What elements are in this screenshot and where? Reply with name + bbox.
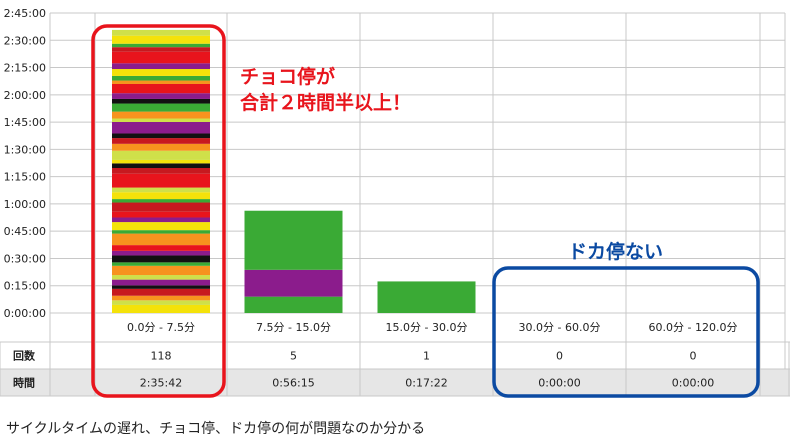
- table-row-shade: [0, 369, 790, 396]
- bar-segment: [112, 250, 210, 256]
- bar-segment: [112, 295, 210, 301]
- bar-segment: [112, 143, 210, 151]
- y-tick-label: 2:15:00: [4, 62, 46, 75]
- summary-table: 回数 118 5 1 0 0 時間 2:35:42 0:56:15 0:17:22 0:00:00 0…: [0, 341, 790, 397]
- cycle-time-chart: 0:00:00 0:15:00 0:30:00 0:45:00 1:00:00 1:15:…: [0, 7, 790, 398]
- bar-segment: [112, 47, 210, 52]
- bar-segment: [112, 163, 210, 169]
- bar-segment: [112, 211, 210, 218]
- bar-segment: [112, 35, 210, 44]
- bar-segment: [112, 51, 210, 64]
- y-tick-label: 0:00:00: [4, 307, 46, 320]
- bar-segment: [112, 43, 210, 48]
- annotation-blue: ドカ停ない: [568, 240, 663, 263]
- x-axis: 0.0分 - 7.5分 7.5分 - 15.0分 15.0分 - 30.0分 30.0…: [127, 321, 737, 334]
- bar-segment: [244, 296, 343, 313]
- table-cell: 5: [290, 350, 297, 363]
- bar-segment: [244, 269, 343, 297]
- bar-segment: [112, 202, 210, 212]
- bar-segment: [112, 133, 210, 139]
- bar-segment: [112, 83, 210, 94]
- y-tick-label: 1:00:00: [4, 198, 46, 211]
- bar-segment: [112, 233, 210, 246]
- bar-segment: [112, 300, 210, 305]
- bar-segment: [112, 192, 210, 200]
- bar-segment: [112, 245, 210, 251]
- y-axis: 0:00:00 0:15:00 0:30:00 0:45:00 1:00:00 1:15:…: [4, 7, 46, 320]
- bar-segment: [112, 63, 210, 70]
- table-cell: 0:00:00: [538, 377, 580, 390]
- y-tick-label: 0:30:00: [4, 252, 46, 265]
- bar-segment: [112, 217, 210, 223]
- y-tick-label: 1:30:00: [4, 143, 46, 156]
- y-tick-label: 2:45:00: [4, 7, 46, 20]
- y-tick-label: 0:15:00: [4, 280, 46, 293]
- x-tick-label: 0.0分 - 7.5分: [127, 321, 195, 334]
- bar-segment: [112, 138, 210, 144]
- table-cell: 0:17:22: [405, 377, 447, 390]
- table-cell: 0: [556, 350, 563, 363]
- bar-segment: [112, 222, 210, 231]
- bar-segment: [112, 173, 210, 188]
- table-row-label: 時間: [13, 376, 35, 390]
- bar-segment: [112, 275, 210, 280]
- bar-segment: [112, 80, 210, 84]
- bar-segment: [112, 288, 210, 296]
- x-tick-label: 15.0分 - 30.0分: [386, 321, 468, 334]
- bar-segment: [112, 304, 210, 313]
- table-cell: 0:56:15: [272, 377, 314, 390]
- bar-segment: [112, 285, 210, 289]
- annotation-red-line2: 合計２時間半以上！: [240, 91, 411, 114]
- bar-segment: [377, 281, 476, 313]
- y-tick-label: 0:45:00: [4, 225, 46, 238]
- bar-segment: [112, 103, 210, 112]
- bar-segment: [112, 75, 210, 81]
- bar-segment: [112, 98, 210, 104]
- bar-segment: [112, 230, 210, 234]
- bars: [112, 29, 476, 313]
- bar-segment: [112, 187, 210, 193]
- bar-segment: [112, 121, 210, 134]
- bar-segment: [112, 265, 210, 276]
- bar-segment: [112, 168, 210, 174]
- table-cell: 118: [151, 350, 172, 363]
- caption: サイクルタイムの遅れ、チョコ停、ドカ停の何が問題なのか分かる: [6, 421, 426, 437]
- bar-segment: [244, 210, 343, 270]
- table-cell: 2:35:42: [140, 377, 182, 390]
- table-cell: 0:00:00: [672, 377, 714, 390]
- highlight-box-red: [91, 24, 226, 398]
- bar-segment: [112, 29, 210, 36]
- annotation-red-line1: チョコ停が: [240, 65, 335, 88]
- bar-segment: [112, 93, 210, 99]
- highlight-box-blue: [492, 266, 760, 398]
- bar-segment: [112, 118, 210, 122]
- y-tick-label: 2:00:00: [4, 89, 46, 102]
- y-tick-label: 2:30:00: [4, 34, 46, 47]
- x-tick-label: 60.0分 - 120.0分: [649, 321, 738, 334]
- bar-segment: [112, 150, 210, 160]
- table-row-label: 回数: [13, 349, 36, 363]
- bar-segment: [112, 159, 210, 164]
- bar-segment: [112, 199, 210, 203]
- x-tick-label: 30.0分 - 60.0分: [519, 321, 601, 334]
- bar-segment: [112, 255, 210, 263]
- y-tick-label: 1:45:00: [4, 116, 46, 129]
- x-tick-label: 7.5分 - 15.0分: [256, 321, 331, 334]
- table-cell: 1: [423, 350, 430, 363]
- bar-segment: [112, 262, 210, 266]
- y-tick-label: 1:15:00: [4, 171, 46, 184]
- bar-segment: [112, 69, 210, 76]
- bar-segment: [112, 111, 210, 119]
- bar-segment: [112, 279, 210, 286]
- table-cell: 0: [690, 350, 697, 363]
